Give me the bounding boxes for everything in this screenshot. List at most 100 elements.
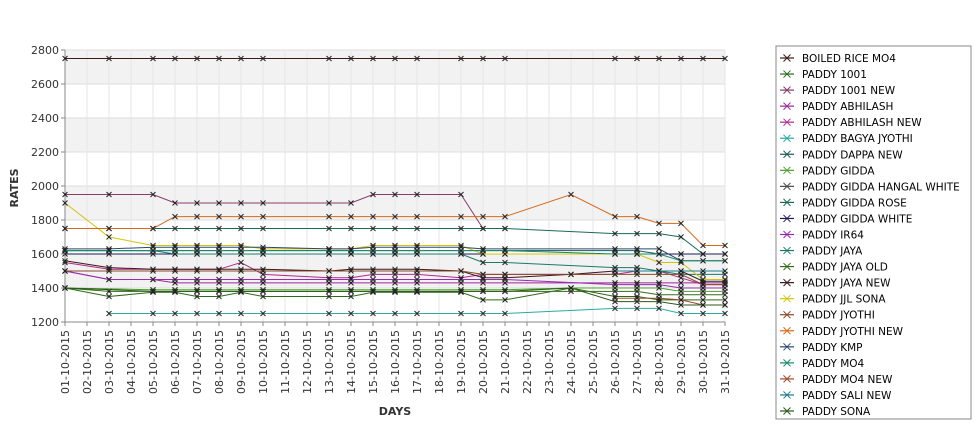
series-17 (62, 191, 728, 249)
data-point (634, 305, 640, 312)
data-point (216, 293, 222, 300)
data-point (194, 276, 200, 283)
data-point (392, 225, 398, 232)
x-tick-label: 23-10-2015 (543, 330, 556, 394)
data-point (260, 247, 266, 254)
data-point (700, 276, 706, 283)
data-point (150, 310, 156, 317)
data-point (414, 247, 420, 254)
data-point (216, 225, 222, 232)
data-point (216, 268, 222, 274)
legend-marker (783, 214, 791, 223)
legend-item: PADDY 1001 NEW (780, 85, 896, 97)
legend-item: PADDY GIDDA HANGAL WHITE (780, 181, 960, 193)
data-point (634, 213, 640, 220)
legend-marker (783, 150, 791, 159)
data-point (392, 276, 398, 283)
data-point (612, 268, 618, 274)
x-tick-label: 27-10-2015 (631, 330, 644, 394)
data-point (326, 268, 332, 274)
data-point (458, 310, 464, 317)
x-tick-label: 13-10-2015 (323, 330, 336, 394)
series-9 (62, 225, 728, 257)
data-point (392, 247, 398, 254)
data-point (106, 247, 112, 254)
data-point (238, 310, 244, 317)
x-tick-label: 09-10-2015 (235, 330, 248, 394)
data-point (370, 268, 376, 274)
legend-marker (783, 262, 791, 271)
data-point (348, 293, 354, 300)
data-point (502, 213, 508, 220)
legend-item: PADDY JAYA OLD (780, 262, 888, 274)
legend-marker (783, 166, 791, 175)
data-point (194, 310, 200, 317)
data-point (62, 257, 68, 264)
legend-marker (783, 278, 791, 287)
data-point (260, 200, 266, 206)
data-point (700, 55, 706, 62)
legend-label: PADDY 1001 (802, 69, 867, 81)
legend-marker (783, 118, 791, 127)
data-point (458, 247, 464, 254)
series-0 (62, 55, 728, 62)
data-point (62, 55, 68, 62)
data-point (238, 225, 244, 232)
data-point (238, 288, 244, 295)
data-point (458, 55, 464, 62)
data-point (678, 297, 684, 303)
y-tick-label: 2600 (31, 78, 59, 91)
data-point (238, 247, 244, 254)
data-point (678, 268, 684, 274)
series-11 (62, 268, 728, 291)
data-point (722, 291, 728, 298)
data-point (458, 289, 464, 296)
data-point (392, 213, 398, 220)
legend-item: PADDY JJL SONA (780, 294, 886, 306)
data-point (106, 234, 112, 240)
data-point (348, 310, 354, 317)
data-point (700, 281, 706, 288)
data-point (700, 291, 706, 298)
legend-marker (783, 326, 791, 335)
data-point (392, 191, 398, 198)
data-point (458, 268, 464, 274)
data-point (348, 225, 354, 232)
data-point (62, 191, 68, 198)
data-point (612, 213, 618, 220)
legend-item: PADDY SONA (780, 406, 871, 418)
x-tick-label: 19-10-2015 (455, 330, 468, 394)
x-tick-label: 26-10-2015 (609, 330, 622, 394)
data-point (260, 55, 266, 62)
data-point (106, 191, 112, 198)
x-tick-label: 24-10-2015 (565, 330, 578, 394)
legend-label: PADDY SALI NEW (802, 390, 892, 402)
legend-label: BOILED RICE MO4 (802, 53, 896, 65)
data-point (106, 55, 112, 62)
data-point (722, 251, 728, 257)
series-21 (612, 268, 728, 274)
data-point (458, 288, 464, 295)
data-point (414, 288, 420, 295)
legend-label: PADDY BAGYA JYOTHI (802, 133, 913, 145)
data-point (568, 191, 574, 198)
legend-item: PADDY SALI NEW (780, 390, 892, 402)
x-tick-label: 07-10-2015 (191, 330, 204, 394)
data-point (700, 297, 706, 303)
data-point (326, 225, 332, 232)
legend-label: PADDY MO4 (802, 358, 865, 370)
legend-item: PADDY GIDDA ROSE (780, 197, 907, 209)
data-point (502, 259, 508, 266)
legend-marker (783, 70, 791, 78)
data-point (106, 293, 112, 300)
data-point (656, 246, 662, 252)
legend-item: PADDY BAGYA JYOTHI (780, 133, 913, 145)
data-point (678, 310, 684, 317)
series-line (65, 194, 505, 229)
legend-marker (783, 54, 791, 62)
data-point (414, 213, 420, 220)
data-point (414, 191, 420, 198)
data-point (568, 285, 574, 291)
data-point (216, 55, 222, 62)
